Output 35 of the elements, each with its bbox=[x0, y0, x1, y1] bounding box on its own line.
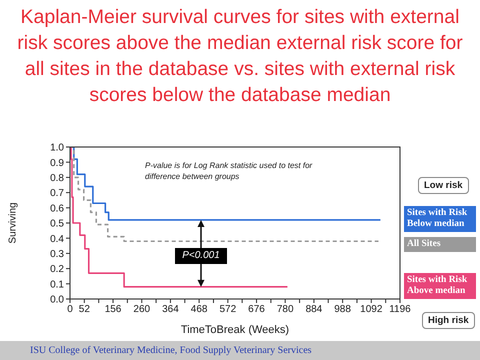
x-tick-label: 0 bbox=[67, 304, 74, 316]
x-tick-label: 676 bbox=[248, 304, 266, 316]
y-axis-title: Surviving bbox=[8, 202, 19, 244]
text: All Sites bbox=[404, 237, 476, 252]
text: Sites with Risk Above median bbox=[404, 273, 476, 299]
x-tick-label: 260 bbox=[133, 304, 151, 316]
x-tick-label: 988 bbox=[334, 304, 352, 316]
x-axis-title: TimeToBreak (Weeks) bbox=[180, 324, 290, 336]
text: ISU College of Veterinary Medicine, Food Supply Veterinary Services bbox=[0, 341, 480, 360]
text: High risk bbox=[422, 312, 475, 329]
y-tick-label: 1.0 bbox=[50, 142, 64, 154]
y-tick-label: 0.8 bbox=[50, 172, 64, 184]
y-tick-label: 0.5 bbox=[50, 218, 64, 230]
x-tick-label: 1092 bbox=[360, 304, 383, 316]
y-tick-label: 0.9 bbox=[50, 158, 64, 169]
x-tick-label: 884 bbox=[306, 304, 323, 316]
x-tick-label: 468 bbox=[190, 304, 208, 316]
y-tick-label: 0.7 bbox=[50, 188, 64, 200]
x-tick-label: 52 bbox=[78, 304, 90, 316]
annotation: P-value is for Log Rank statistic used to test for difference between groups bbox=[145, 160, 314, 182]
y-tick-label: 0.0 bbox=[50, 294, 64, 306]
text: Sites with Risk Below median bbox=[404, 206, 476, 232]
x-tick-label: 156 bbox=[104, 304, 122, 316]
y-tick-label: 0.4 bbox=[50, 234, 64, 245]
y-tick-label: 0.2 bbox=[50, 264, 64, 276]
annotation: P<0.001 bbox=[175, 248, 227, 264]
text: Low risk bbox=[418, 177, 469, 194]
y-tick-label: 0.3 bbox=[50, 248, 64, 260]
y-tick-label: 0.6 bbox=[50, 203, 64, 214]
x-tick-label: 364 bbox=[162, 304, 180, 316]
x-tick-label: 780 bbox=[276, 304, 294, 316]
x-tick-label: 572 bbox=[219, 304, 237, 316]
x-tick-label: 1196 bbox=[389, 304, 412, 316]
y-tick-label: 0.1 bbox=[50, 279, 64, 290]
chart-title: Kaplan-Meier survival curves for sites with external risk scores above the median external risk score for all sites in the database vs. sites with external risk scores below the database median bbox=[16, 5, 464, 108]
